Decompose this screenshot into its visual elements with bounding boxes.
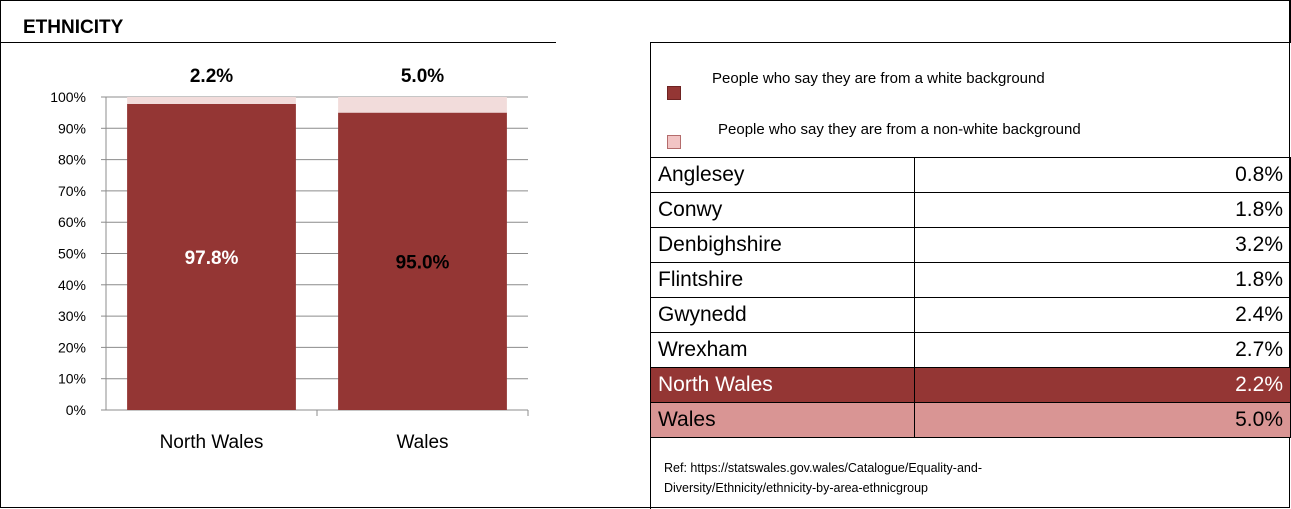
area-value: 1.8% [914, 262, 1291, 298]
area-value: 3.2% [914, 227, 1291, 263]
right-panel-top-border [650, 42, 1291, 43]
y-tick-label: 20% [58, 339, 86, 355]
legend-swatch-non-white [667, 135, 681, 149]
area-name: Gwynedd [650, 297, 915, 333]
reference-note: Ref: https://statswales.gov.wales/Catalo… [664, 458, 1264, 498]
area-name: Conwy [650, 192, 915, 228]
bar-white [127, 103, 296, 411]
bar-white [338, 112, 507, 411]
area-value: 2.7% [914, 332, 1291, 368]
table-row: Wrexham 2.7% [650, 332, 1291, 368]
y-tick-label: 70% [58, 183, 86, 199]
legend-label-white: People who say they are from a white bac… [712, 70, 1045, 87]
table-row: Conwy 1.8% [650, 192, 1291, 228]
table-row-north-wales: North Wales 2.2% [650, 367, 1291, 403]
area-name: Anglesey [650, 157, 915, 193]
table-row: Anglesey 0.8% [650, 157, 1291, 193]
table-row: Denbighshire 3.2% [650, 227, 1291, 263]
area-name: Denbighshire [650, 227, 915, 263]
data-label-white: 97.8% [185, 248, 239, 269]
category-label: Wales [396, 432, 448, 453]
legend-label-non-white: People who say they are from a non-white… [718, 121, 1081, 138]
bar-non-white [127, 97, 296, 104]
y-tick-label: 100% [50, 89, 86, 105]
table-row: Gwynedd 2.4% [650, 297, 1291, 333]
y-tick-label: 90% [58, 120, 86, 136]
area-name: North Wales [650, 367, 915, 403]
data-label-non-white: 5.0% [401, 66, 444, 87]
y-tick-label: 50% [58, 246, 86, 262]
area-table: Anglesey 0.8% Conwy 1.8% Denbighshire 3.2% … [650, 157, 1291, 438]
area-value: 2.4% [914, 297, 1291, 333]
area-name: Flintshire [650, 262, 915, 298]
area-name: Wrexham [650, 332, 915, 368]
y-tick-label: 30% [58, 308, 86, 324]
y-tick-label: 40% [58, 277, 86, 293]
category-label: North Wales [160, 432, 264, 453]
area-value: 1.8% [914, 192, 1291, 228]
y-tick-label: 60% [58, 214, 86, 230]
data-label-white: 95.0% [396, 252, 450, 273]
area-value: 2.2% [914, 367, 1291, 403]
y-tick-label: 80% [58, 152, 86, 168]
bar-non-white [338, 97, 507, 113]
table-row: Flintshire 1.8% [650, 262, 1291, 298]
area-value: 5.0% [914, 402, 1291, 438]
area-name: Wales [650, 402, 915, 438]
title-bar: ETHNICITY [0, 0, 1291, 42]
area-value: 0.8% [914, 157, 1291, 193]
legend-swatch-white [667, 86, 681, 100]
table-row-wales: Wales 5.0% [650, 402, 1291, 438]
reference-line: Diversity/Ethnicity/ethnicity-by-area-et… [664, 481, 928, 495]
section-title: ETHNICITY [23, 17, 124, 38]
y-tick-label: 0% [66, 402, 86, 418]
title-divider [0, 42, 556, 43]
data-label-non-white: 2.2% [190, 66, 233, 87]
stacked-bar-chart: 0% 10% 20% 30% 40% 50% 60% 70% 80% 90% 100% 97.8% 2.… [50, 66, 529, 453]
reference-line: Ref: https://statswales.gov.wales/Catalo… [664, 461, 982, 475]
y-tick-label: 10% [58, 371, 86, 387]
